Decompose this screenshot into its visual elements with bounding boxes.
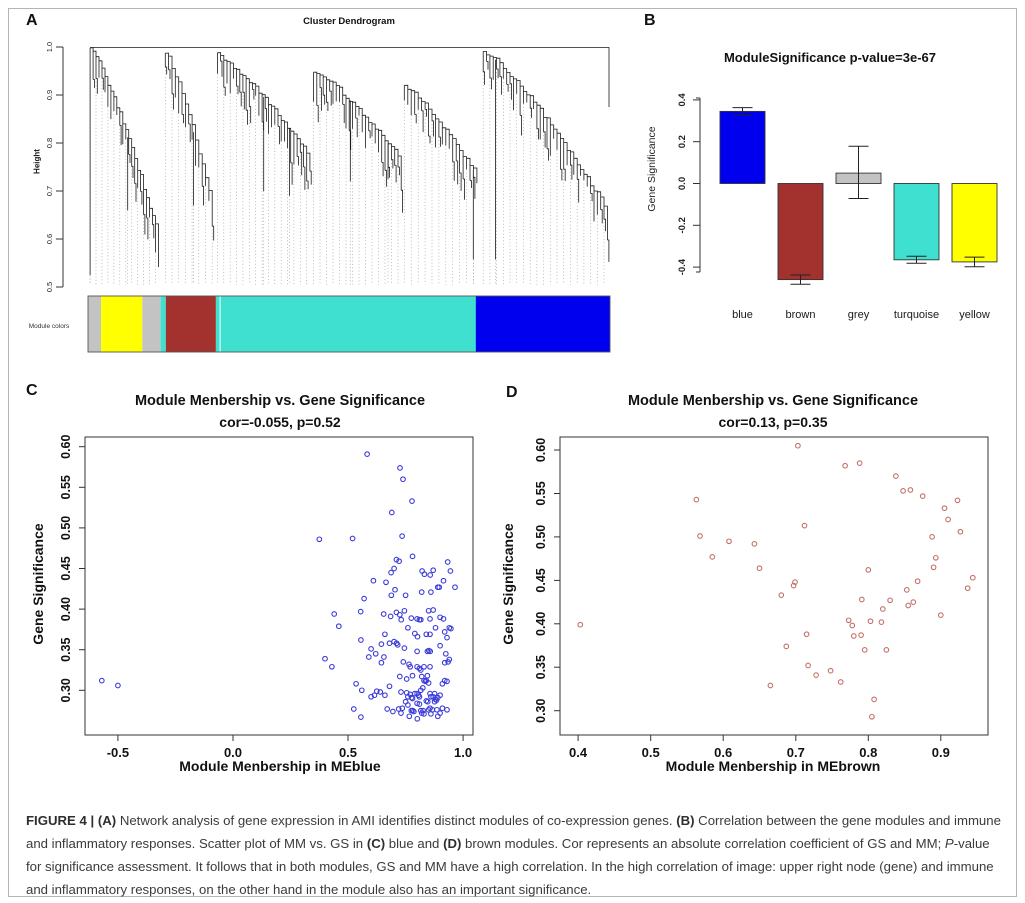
plot-box bbox=[84, 436, 474, 736]
caption-segment: -value for significance assessment. It f… bbox=[26, 835, 994, 897]
caption-segment: brown modules. Cor represents an absolut… bbox=[461, 835, 945, 851]
svg-text:0.7: 0.7 bbox=[45, 186, 54, 196]
bar-brown bbox=[777, 183, 824, 281]
panel-d-scatter-chart: 0.4 0.5 0.6 0.7 0.8 0.9 0.30 0.35 0.40 0.45 0.50 0.… bbox=[534, 436, 989, 760]
bar-y-axis: -0.4 -0.2 0.0 0.2 0.4 bbox=[677, 93, 701, 275]
svg-text:0.50: 0.50 bbox=[59, 516, 73, 540]
bar-blue bbox=[719, 110, 766, 184]
panel-a-title: Cluster Dendrogram bbox=[303, 16, 395, 27]
bar-category-label: blue bbox=[732, 309, 753, 321]
bar-category-label: brown bbox=[786, 309, 816, 321]
bar-yellow bbox=[951, 183, 998, 263]
svg-text:0.60: 0.60 bbox=[59, 434, 73, 458]
error-bar-turquoise bbox=[906, 255, 927, 264]
svg-text:0.45: 0.45 bbox=[534, 568, 548, 592]
panel-label-b: B bbox=[644, 12, 656, 29]
error-bar-grey bbox=[848, 145, 869, 199]
svg-text:0.0: 0.0 bbox=[677, 177, 688, 190]
svg-text:-0.2: -0.2 bbox=[677, 217, 688, 233]
module-segment-turquoise bbox=[215, 296, 476, 352]
svg-text:0.35: 0.35 bbox=[534, 655, 548, 679]
svg-text:0.5: 0.5 bbox=[339, 745, 357, 760]
svg-text:0.6: 0.6 bbox=[714, 745, 732, 760]
svg-text:0.55: 0.55 bbox=[534, 481, 548, 505]
panel-c-title: Module Menbership vs. Gene Significance bbox=[134, 393, 426, 409]
scatter-points bbox=[577, 442, 976, 720]
panel-b-title: ModuleSignificance p-value=3e-67 bbox=[723, 50, 937, 65]
svg-text:0.8: 0.8 bbox=[859, 745, 877, 760]
plot-box bbox=[559, 436, 989, 736]
module-segment-blue bbox=[475, 296, 610, 352]
caption-segment: FIGURE 4 | bbox=[26, 813, 98, 828]
svg-text:0.6: 0.6 bbox=[45, 234, 54, 244]
bar-category-label: grey bbox=[848, 309, 870, 321]
module-segment-turquoise bbox=[160, 296, 166, 352]
svg-text:0.35: 0.35 bbox=[59, 637, 73, 661]
module-segment-grey bbox=[88, 296, 102, 352]
caption-segment: (A) bbox=[97, 813, 117, 828]
svg-text:0.60: 0.60 bbox=[534, 438, 548, 462]
svg-text:0.5: 0.5 bbox=[45, 282, 54, 292]
error-bar-blue bbox=[732, 107, 753, 116]
svg-text:0.30: 0.30 bbox=[534, 698, 548, 722]
svg-text:0.30: 0.30 bbox=[59, 678, 73, 702]
panel-label-a: A bbox=[26, 12, 38, 29]
caption-segment: P bbox=[944, 835, 954, 851]
caption-segment: (C) bbox=[366, 835, 386, 851]
panel-a-dendrogram-chart: 0.5 0.6 0.7 0.8 0.9 1.0 bbox=[45, 42, 611, 353]
error-bar-yellow bbox=[964, 256, 985, 268]
svg-text:0.40: 0.40 bbox=[59, 597, 73, 621]
svg-text:0.7: 0.7 bbox=[787, 745, 805, 760]
module-colors-bar bbox=[87, 295, 611, 353]
caption-segment: Correlation between the gene modules and… bbox=[26, 813, 1001, 851]
dendrogram-tree bbox=[89, 47, 610, 275]
bars: blue brown grey turquoise yellow bbox=[719, 107, 998, 321]
figure-border bbox=[8, 8, 1017, 897]
caption-segment: (D) bbox=[443, 835, 462, 851]
bar-category-label: yellow bbox=[959, 309, 990, 321]
bar-turquoise bbox=[893, 183, 940, 261]
svg-text:0.4: 0.4 bbox=[569, 745, 588, 760]
svg-text:1.0: 1.0 bbox=[45, 42, 54, 52]
svg-text:-0.5: -0.5 bbox=[107, 745, 129, 760]
scatter-points bbox=[98, 451, 458, 722]
dendrogram-leaf-guides bbox=[89, 67, 605, 285]
error-bar-brown bbox=[790, 274, 811, 285]
svg-text:0.9: 0.9 bbox=[932, 745, 950, 760]
panel-label-d: D bbox=[506, 384, 518, 401]
scatter-axes: 0.4 0.5 0.6 0.7 0.8 0.9 0.30 0.35 0.40 0.45 0.50 0.… bbox=[534, 438, 950, 760]
svg-text:0.8: 0.8 bbox=[45, 138, 54, 148]
svg-text:0.5: 0.5 bbox=[642, 745, 660, 760]
panel-c-subtitle: cor=-0.055, p=0.52 bbox=[219, 414, 341, 430]
svg-text:0.0: 0.0 bbox=[224, 745, 242, 760]
svg-text:1.0: 1.0 bbox=[454, 745, 472, 760]
svg-text:0.45: 0.45 bbox=[59, 556, 73, 580]
figure-caption: FIGURE 4 | (A) Network analysis of gene … bbox=[26, 810, 1002, 902]
panel-d-xlabel: Module Menbership in MEbrown bbox=[665, 758, 881, 774]
panel-b-bar-chart: -0.4 -0.2 0.0 0.2 0.4 blue brown grey turquoise y… bbox=[677, 93, 998, 321]
dendrogram-y-axis: 0.5 0.6 0.7 0.8 0.9 1.0 bbox=[45, 42, 64, 292]
scatter-axes: -0.5 0.0 0.5 1.0 0.30 0.35 0.40 0.45 0.50 0.55 0.6… bbox=[59, 434, 472, 760]
caption-segment: blue and bbox=[385, 835, 444, 851]
svg-text:0.50: 0.50 bbox=[534, 525, 548, 549]
panel-d-subtitle: cor=0.13, p=0.35 bbox=[718, 414, 828, 430]
panel-d-title: Module Menbership vs. Gene Significance bbox=[627, 393, 919, 409]
caption-segment: Network analysis of gene expression in A… bbox=[116, 813, 677, 828]
panel-label-c: C bbox=[26, 382, 38, 399]
caption-segment: (B) bbox=[676, 813, 695, 828]
svg-text:-0.4: -0.4 bbox=[677, 258, 688, 275]
module-segment-brown bbox=[165, 296, 216, 352]
bar-category-label: turquoise bbox=[894, 309, 939, 321]
svg-text:0.4: 0.4 bbox=[677, 93, 688, 107]
svg-text:0.9: 0.9 bbox=[45, 90, 54, 100]
svg-text:0.40: 0.40 bbox=[534, 612, 548, 636]
panel-c-scatter-chart: -0.5 0.0 0.5 1.0 0.30 0.35 0.40 0.45 0.50 0.55 0.6… bbox=[59, 434, 474, 760]
module-segment-yellow bbox=[101, 296, 143, 352]
panel-a-module-colors-label: Module colors bbox=[28, 323, 70, 330]
svg-text:0.55: 0.55 bbox=[59, 475, 73, 499]
panel-c-xlabel: Module Menbership in MEblue bbox=[179, 758, 381, 774]
module-segment-grey bbox=[142, 296, 161, 352]
svg-text:0.2: 0.2 bbox=[677, 135, 688, 148]
